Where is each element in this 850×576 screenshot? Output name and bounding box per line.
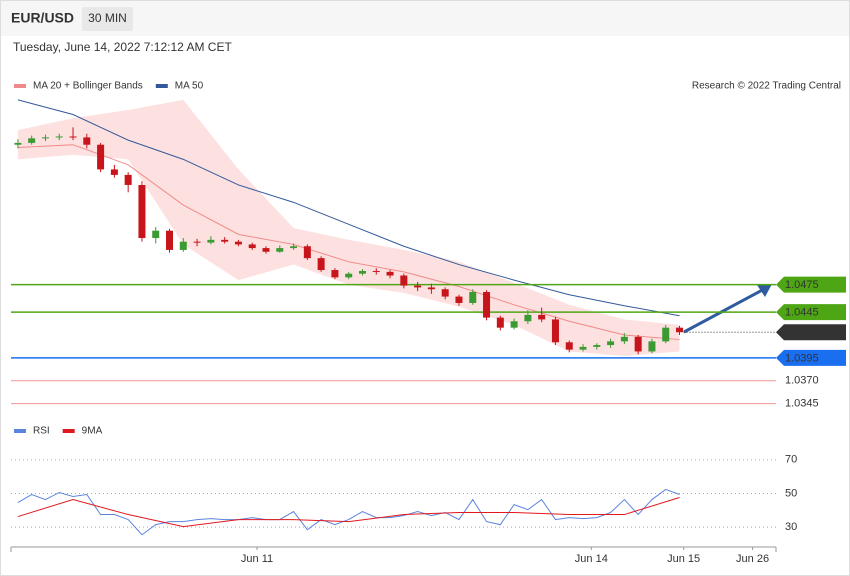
symbol: EUR/USD	[11, 10, 74, 26]
level-label: 1.0370	[785, 375, 819, 387]
rsi-line	[17, 497, 680, 528]
legend-swatch	[155, 84, 168, 88]
y-tick-label: 70	[785, 454, 797, 466]
candle-body	[41, 137, 49, 139]
candle-body	[538, 314, 546, 320]
candle-body	[69, 136, 77, 138]
header-bar	[1, 1, 849, 36]
candle-body	[469, 291, 477, 303]
candle-body	[234, 241, 242, 245]
candle-body	[193, 241, 201, 243]
candle-body	[262, 248, 270, 252]
legend-label: MA 50	[175, 81, 204, 92]
candle-body	[648, 341, 656, 352]
candle-body	[124, 174, 132, 185]
candle-body	[276, 248, 284, 252]
legend-swatch	[62, 429, 75, 433]
candle-body	[524, 314, 532, 322]
candle-body	[441, 289, 449, 297]
candle-body	[565, 342, 573, 350]
candle-body	[166, 230, 174, 250]
y-tick-label: 50	[785, 487, 797, 499]
candle-body	[427, 287, 435, 290]
candle-body	[358, 270, 366, 274]
x-tick-label: Jun 11	[241, 553, 273, 565]
timeframe-box	[82, 7, 133, 31]
ma-line	[17, 144, 680, 341]
candle-body	[83, 137, 91, 145]
candle-body	[676, 327, 684, 333]
level-tag	[776, 276, 846, 293]
candle-body	[386, 271, 394, 276]
candle-body	[372, 270, 380, 272]
legend-label: RSI	[33, 426, 50, 437]
legend-swatch	[14, 84, 26, 88]
candle-body	[303, 246, 311, 259]
x-tick-label: Jun 26	[736, 553, 769, 565]
level-label: 1.0423	[785, 327, 819, 339]
candle-body	[14, 142, 22, 145]
candle-body	[634, 336, 642, 352]
legend-label: MA 20 + Bollinger Bands	[33, 81, 143, 92]
y-tick-label: 30	[785, 521, 797, 533]
level-tag	[776, 349, 846, 366]
candle-body	[179, 241, 187, 250]
level-label: 1.0395	[785, 352, 819, 364]
candle-body	[345, 273, 353, 278]
candle-body	[97, 144, 105, 170]
ma-line	[17, 99, 680, 317]
candle-body	[593, 345, 601, 347]
x-tick-label: Jun 14	[575, 553, 608, 565]
timeframe: 30 MIN	[88, 11, 127, 25]
candle-body	[510, 321, 518, 328]
level-label: 1.0475	[785, 279, 819, 291]
forecast-arrow-head	[757, 284, 772, 297]
candle-body	[620, 336, 628, 342]
rsi-line	[17, 488, 680, 536]
bollinger-band	[17, 99, 680, 357]
candle-body	[110, 169, 118, 175]
level-tag	[776, 304, 846, 321]
timestamp: Tuesday, June 14, 2022 7:12:12 AM CET	[13, 40, 232, 54]
forecast-arrow	[683, 285, 769, 334]
legend-swatch	[14, 429, 26, 433]
candle-body	[579, 346, 587, 350]
candle-body	[207, 239, 215, 243]
candle-body	[400, 275, 408, 286]
candle-body	[483, 291, 491, 318]
candle-body	[607, 341, 615, 346]
x-tick-label: Jun 15	[667, 553, 700, 565]
candle-body	[414, 285, 422, 288]
level-label: 1.0445	[785, 307, 819, 319]
candle-body	[551, 319, 559, 343]
credit: Research © 2022 Trading Central	[692, 81, 841, 92]
candle-body	[455, 296, 463, 303]
candle-body	[317, 258, 325, 271]
candle-body	[28, 138, 36, 143]
candle-body	[331, 270, 339, 278]
candle-body	[138, 184, 146, 239]
candle-body	[152, 230, 160, 239]
candle-body	[290, 246, 298, 249]
candle-body	[248, 244, 256, 249]
level-label: 1.0345	[785, 398, 819, 410]
level-tag	[776, 324, 846, 341]
candle-body	[221, 239, 229, 242]
candle-body	[496, 317, 504, 328]
candle-body	[55, 136, 63, 138]
candle-body	[662, 327, 670, 342]
legend-label: 9MA	[82, 426, 103, 437]
